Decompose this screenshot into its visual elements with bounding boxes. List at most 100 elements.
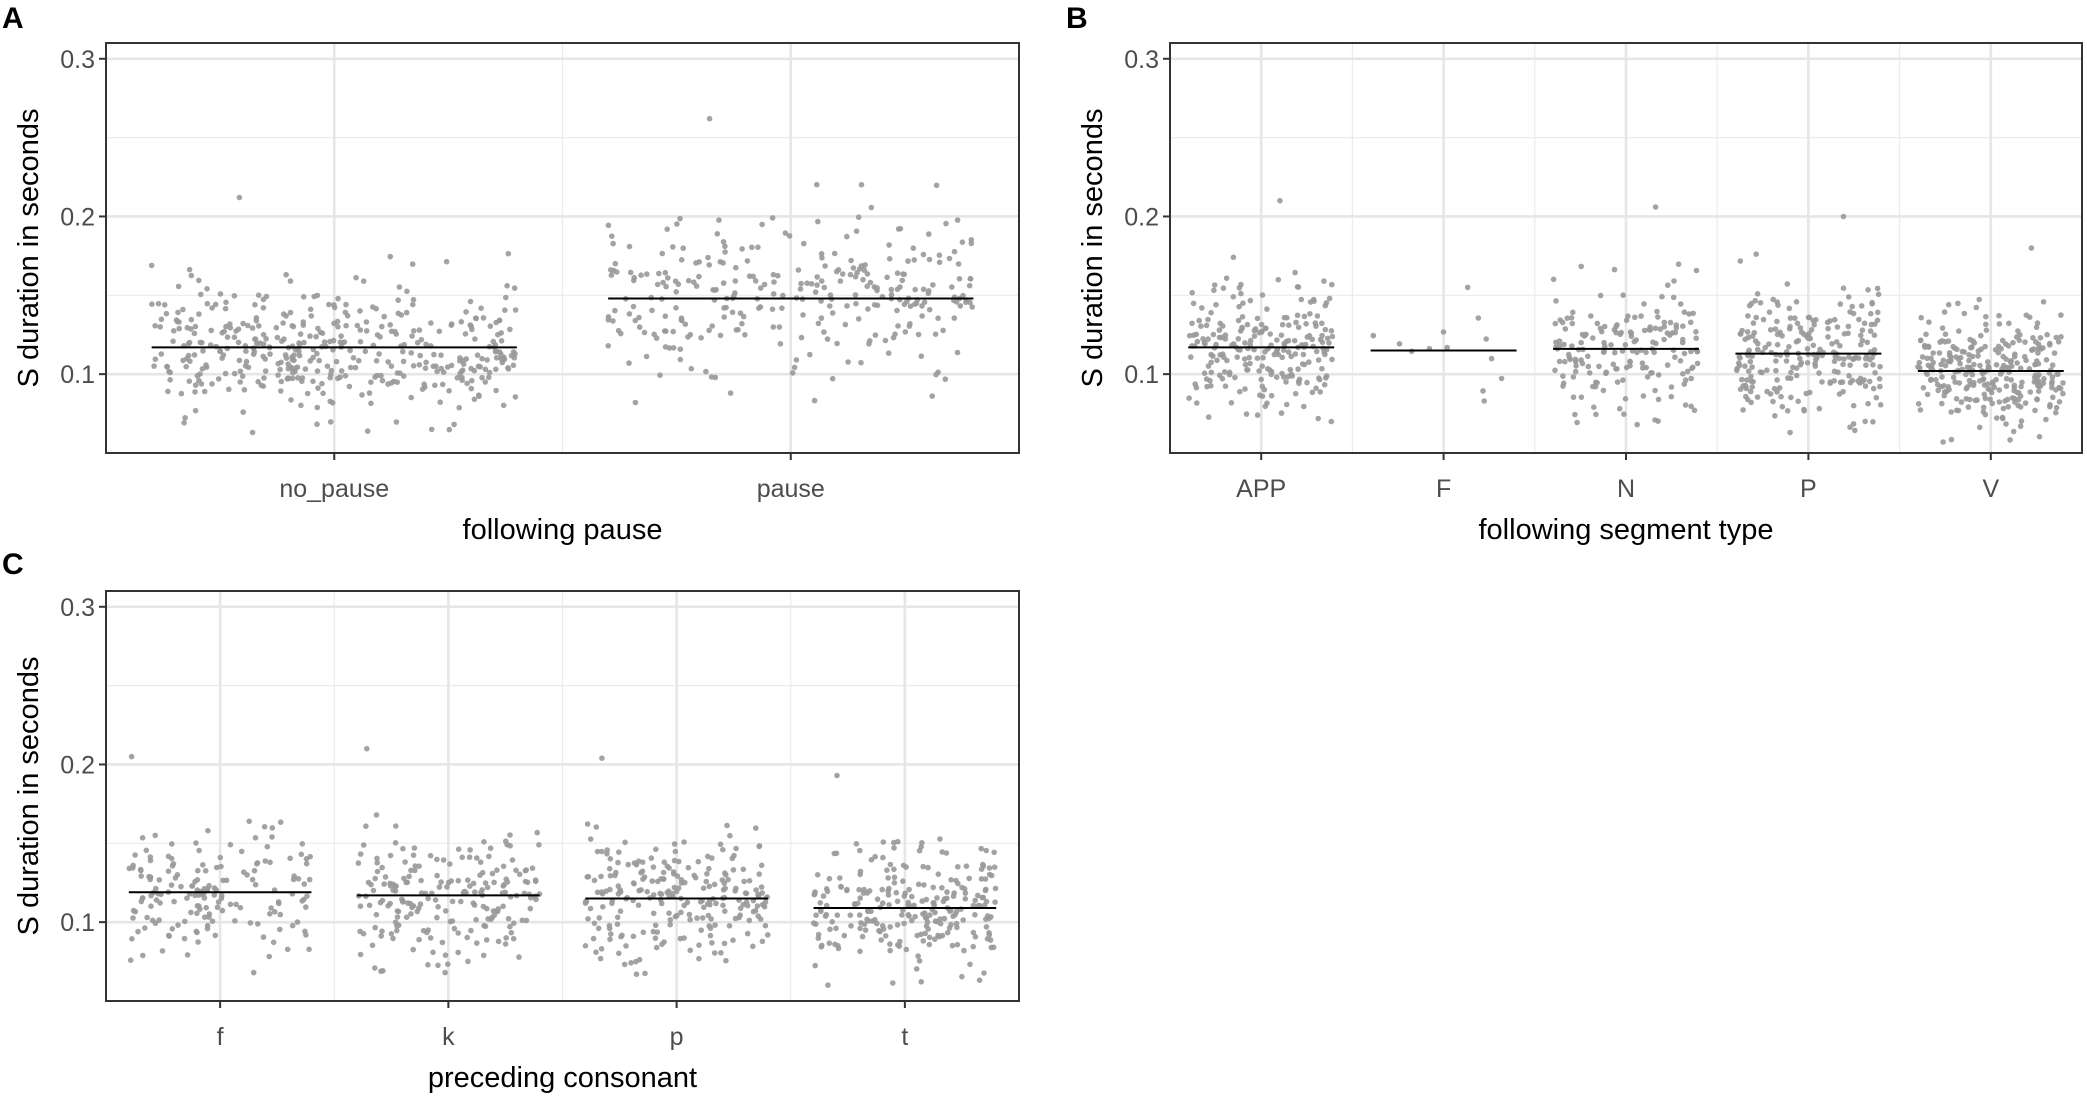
data-point [152, 323, 158, 329]
data-point [891, 839, 897, 846]
data-point [440, 369, 447, 376]
data-point [1598, 328, 1605, 335]
data-point [879, 886, 885, 893]
data-point [363, 328, 370, 334]
data-point [1306, 359, 1312, 365]
data-point [696, 273, 702, 280]
data-point [331, 320, 337, 327]
data-point [364, 428, 371, 434]
data-point [1572, 411, 1578, 418]
data-point [596, 915, 603, 921]
data-point [756, 871, 762, 877]
data-point [148, 903, 154, 909]
data-point [1986, 365, 1992, 372]
data-point [1608, 342, 1614, 348]
data-point [357, 903, 364, 909]
data-point [359, 392, 365, 398]
y-tick-label: 0.2 [1124, 203, 1159, 231]
data-point [1194, 400, 1200, 406]
data-point [959, 239, 966, 245]
data-point [698, 335, 704, 341]
data-point [1774, 389, 1780, 395]
data-point [1984, 359, 1991, 365]
data-point [949, 284, 955, 290]
data-point [1273, 349, 1280, 355]
data-point [1552, 367, 1558, 374]
data-point [291, 873, 297, 879]
data-point [1670, 294, 1677, 301]
data-point [1613, 366, 1619, 372]
data-point [1737, 331, 1744, 337]
data-point [363, 319, 370, 325]
data-point [789, 370, 796, 376]
data-point [172, 875, 179, 881]
data-point [1667, 319, 1674, 326]
data-point [1254, 315, 1261, 322]
data-point [324, 363, 331, 370]
data-point [439, 939, 446, 946]
data-point [1259, 393, 1266, 400]
data-point [845, 359, 851, 365]
data-point [2058, 312, 2064, 318]
data-point [1572, 358, 1579, 365]
data-point [936, 259, 943, 266]
data-point [1189, 289, 1195, 296]
data-point [532, 877, 539, 883]
data-point [1953, 396, 1960, 402]
data-point [1948, 409, 1954, 415]
data-point [1859, 327, 1866, 334]
data-point [660, 869, 667, 876]
data-point [394, 908, 401, 914]
data-point [722, 243, 728, 250]
data-point [833, 268, 840, 275]
data-point [184, 952, 191, 958]
data-point [222, 370, 229, 377]
data-point [630, 933, 637, 940]
data-point [474, 940, 480, 946]
data-point [1620, 292, 1626, 299]
data-point [1841, 331, 1848, 337]
data-point [1841, 356, 1847, 362]
data-point [504, 283, 510, 289]
data-point [368, 881, 374, 888]
data-point [192, 389, 198, 395]
data-point [374, 868, 381, 875]
data-point [486, 853, 492, 860]
data-point [756, 843, 763, 849]
data-point [1850, 421, 1857, 427]
data-point [357, 928, 363, 935]
data-point [502, 307, 508, 314]
data-point [343, 322, 349, 329]
data-point [1283, 401, 1290, 408]
data-point [127, 957, 134, 963]
data-point [301, 881, 308, 887]
data-point [467, 298, 474, 305]
data-point [1213, 341, 1219, 348]
data-point [1681, 309, 1688, 316]
data-point [170, 338, 176, 345]
data-point [263, 336, 269, 342]
data-point [308, 313, 315, 319]
data-point [968, 240, 975, 247]
data-point [1855, 378, 1861, 384]
data-point [754, 903, 761, 909]
data-point [346, 383, 353, 390]
data-point [2022, 400, 2029, 406]
data-point [1846, 354, 1852, 360]
data-point [188, 326, 194, 332]
data-point [191, 330, 198, 337]
data-point [852, 292, 859, 298]
data-point [1688, 403, 1694, 410]
data-point [458, 898, 464, 905]
data-point [1243, 411, 1250, 417]
data-point [694, 915, 700, 921]
data-point [749, 244, 755, 251]
data-point [1961, 349, 1968, 355]
data-point [1259, 292, 1266, 298]
data-point [2012, 399, 2018, 405]
data-point [1329, 356, 1335, 363]
data-point [756, 305, 762, 312]
data-point [600, 904, 606, 910]
data-point [959, 884, 965, 891]
